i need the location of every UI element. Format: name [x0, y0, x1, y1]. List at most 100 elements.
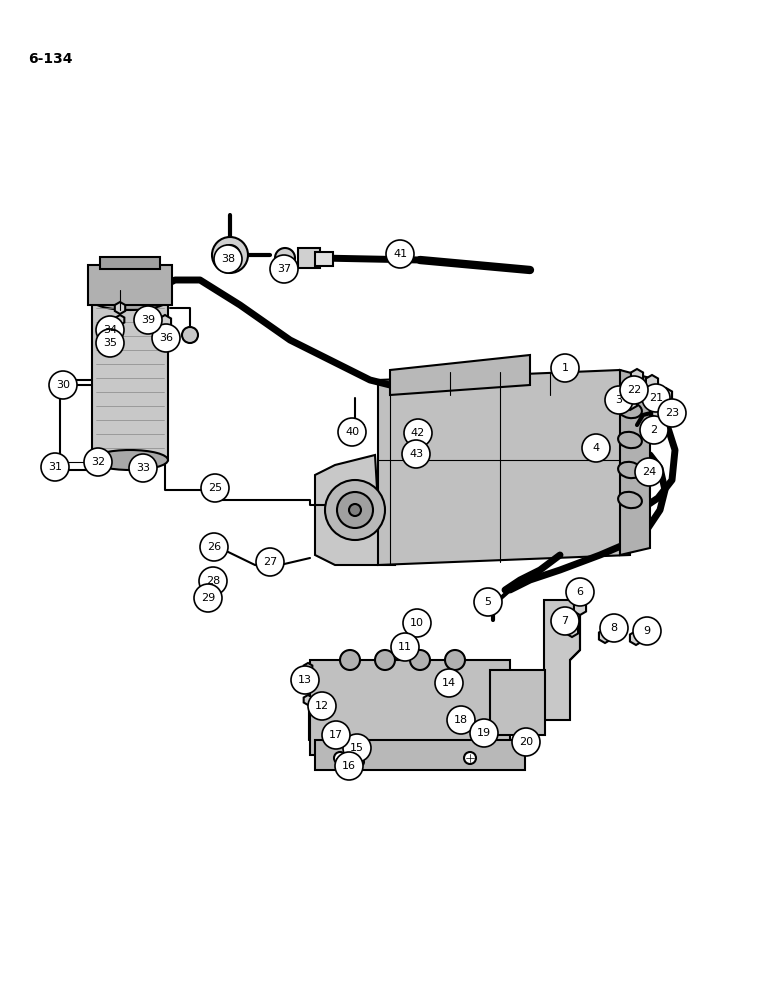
Polygon shape [203, 591, 213, 603]
Circle shape [415, 449, 421, 455]
Text: 6: 6 [577, 587, 584, 597]
Text: 20: 20 [519, 737, 533, 747]
Bar [490, 670, 545, 735]
Polygon shape [566, 623, 578, 637]
Circle shape [275, 248, 295, 268]
Text: 29: 29 [201, 593, 215, 603]
Circle shape [93, 457, 103, 467]
Circle shape [343, 734, 371, 762]
Text: 33: 33 [136, 463, 150, 473]
Circle shape [325, 480, 385, 540]
Circle shape [41, 453, 69, 481]
Text: 34: 34 [103, 325, 117, 335]
Polygon shape [630, 631, 642, 645]
Circle shape [404, 419, 432, 447]
Text: 22: 22 [627, 385, 641, 395]
Circle shape [194, 584, 222, 612]
Polygon shape [378, 370, 630, 565]
Text: 36: 36 [159, 333, 173, 343]
Bar [88, 265, 172, 305]
Bar [310, 660, 510, 755]
Text: 32: 32 [91, 457, 105, 467]
Circle shape [334, 752, 346, 764]
Polygon shape [115, 302, 125, 314]
Circle shape [322, 721, 350, 749]
Polygon shape [518, 735, 530, 749]
Circle shape [447, 706, 475, 734]
Circle shape [633, 617, 661, 645]
Text: 26: 26 [207, 542, 221, 552]
Circle shape [485, 592, 501, 608]
Circle shape [600, 614, 628, 642]
Circle shape [386, 240, 414, 268]
Polygon shape [54, 375, 72, 395]
Circle shape [182, 327, 198, 343]
Text: 43: 43 [409, 449, 423, 459]
Bar [298, 248, 320, 268]
Circle shape [435, 669, 463, 697]
Circle shape [411, 445, 425, 459]
Circle shape [620, 376, 648, 404]
Bar [92, 300, 168, 460]
Text: 3: 3 [615, 395, 622, 405]
Bar [100, 257, 160, 269]
Ellipse shape [92, 290, 168, 310]
Circle shape [214, 245, 242, 273]
Polygon shape [574, 601, 586, 615]
Circle shape [375, 650, 395, 670]
Polygon shape [208, 573, 220, 587]
Text: 38: 38 [221, 254, 235, 264]
Circle shape [88, 452, 108, 472]
Text: 16: 16 [342, 761, 356, 771]
Circle shape [410, 650, 430, 670]
Circle shape [391, 633, 419, 661]
Circle shape [337, 492, 373, 528]
Polygon shape [660, 388, 672, 402]
Circle shape [551, 354, 579, 382]
Polygon shape [303, 695, 313, 705]
Circle shape [129, 454, 157, 482]
Bar [315, 252, 333, 266]
Bar [315, 740, 525, 770]
Circle shape [152, 324, 180, 352]
Ellipse shape [618, 492, 642, 508]
Circle shape [220, 245, 240, 265]
Polygon shape [411, 424, 425, 440]
Text: 37: 37 [277, 264, 291, 274]
Text: 17: 17 [329, 730, 343, 740]
Text: 19: 19 [477, 728, 491, 738]
Circle shape [200, 533, 228, 561]
Circle shape [335, 752, 363, 780]
Polygon shape [347, 420, 364, 440]
Text: 30: 30 [56, 380, 70, 390]
Polygon shape [390, 355, 530, 395]
Polygon shape [159, 315, 171, 329]
Circle shape [256, 548, 284, 576]
Circle shape [96, 329, 124, 357]
Text: 12: 12 [315, 701, 329, 711]
Text: 7: 7 [561, 616, 568, 626]
Circle shape [291, 666, 319, 694]
Text: 13: 13 [298, 675, 312, 685]
Text: 41: 41 [393, 249, 407, 259]
Text: 6-134: 6-134 [28, 52, 73, 66]
Polygon shape [317, 695, 331, 711]
Ellipse shape [92, 450, 168, 470]
Polygon shape [398, 639, 414, 657]
Ellipse shape [618, 402, 642, 418]
Circle shape [566, 578, 594, 606]
Text: 35: 35 [103, 338, 117, 348]
Circle shape [605, 386, 633, 414]
Circle shape [446, 673, 460, 687]
Text: 11: 11 [398, 642, 412, 652]
Text: 24: 24 [642, 467, 656, 477]
Circle shape [464, 752, 476, 764]
Polygon shape [631, 369, 643, 383]
Circle shape [410, 614, 426, 630]
Text: 18: 18 [454, 715, 468, 725]
Text: 5: 5 [485, 597, 492, 607]
Text: 10: 10 [410, 618, 424, 628]
Polygon shape [47, 458, 63, 476]
Circle shape [635, 458, 663, 486]
Circle shape [551, 607, 579, 635]
